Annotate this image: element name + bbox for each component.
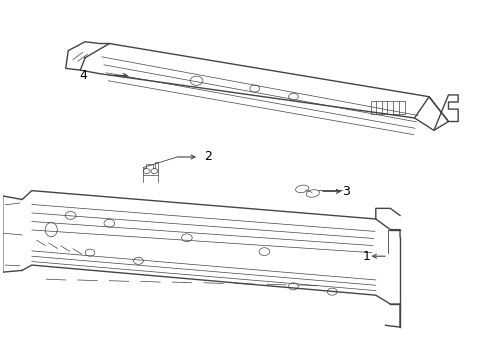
- Text: 1: 1: [363, 250, 371, 263]
- Text: 3: 3: [342, 185, 350, 198]
- Text: 2: 2: [204, 150, 212, 163]
- Text: 4: 4: [80, 69, 88, 82]
